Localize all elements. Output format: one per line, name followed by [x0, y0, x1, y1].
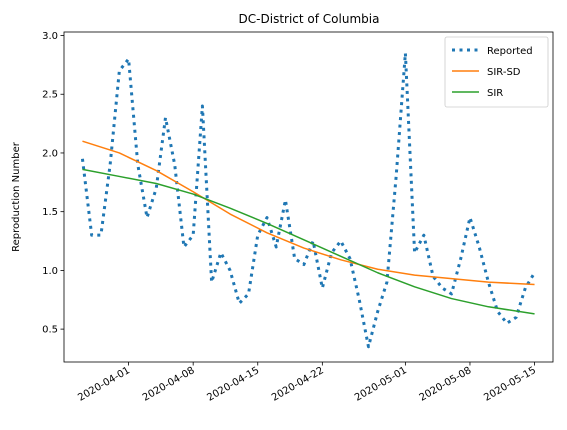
- x-tick-label: 2020-05-08: [418, 365, 474, 404]
- x-tick-label: 2020-04-08: [141, 365, 197, 404]
- y-tick-label: 1.0: [42, 266, 58, 277]
- legend-label: SIR: [487, 88, 503, 99]
- y-axis: 0.5 1.0 1.5 2.0 2.5 3.0: [42, 31, 64, 336]
- y-axis-label: Reproduction Number: [11, 141, 22, 252]
- y-tick-label: 0.5: [42, 325, 58, 336]
- y-tick-label: 2.0: [42, 148, 58, 159]
- x-tick-label: 2020-04-01: [76, 365, 132, 404]
- chart-title: DC-District of Columbia: [239, 12, 380, 26]
- legend: Reported SIR-SD SIR: [444, 36, 549, 108]
- x-tick-label: 2020-05-15: [482, 365, 538, 404]
- series-layer: [80, 51, 536, 349]
- x-tick-label: 2020-04-22: [270, 365, 326, 404]
- series-line-sir: [82, 168, 535, 315]
- legend-box: [444, 36, 549, 108]
- x-tick-label: 2020-04-15: [205, 365, 261, 404]
- y-tick-label: 1.5: [42, 207, 58, 218]
- x-tick-label: 2020-05-01: [353, 365, 409, 404]
- legend-label: Reported: [487, 46, 533, 57]
- y-tick-label: 3.0: [42, 31, 58, 42]
- series-line-reported: [80, 51, 536, 349]
- x-axis: 2020-04-01 2020-04-08 2020-04-15 2020-04-22…: [76, 362, 538, 404]
- legend-label: SIR-SD: [487, 67, 521, 78]
- series-line-sir-sd: [82, 140, 535, 286]
- plot-frame: [63, 31, 554, 363]
- y-tick-label: 2.5: [42, 90, 58, 101]
